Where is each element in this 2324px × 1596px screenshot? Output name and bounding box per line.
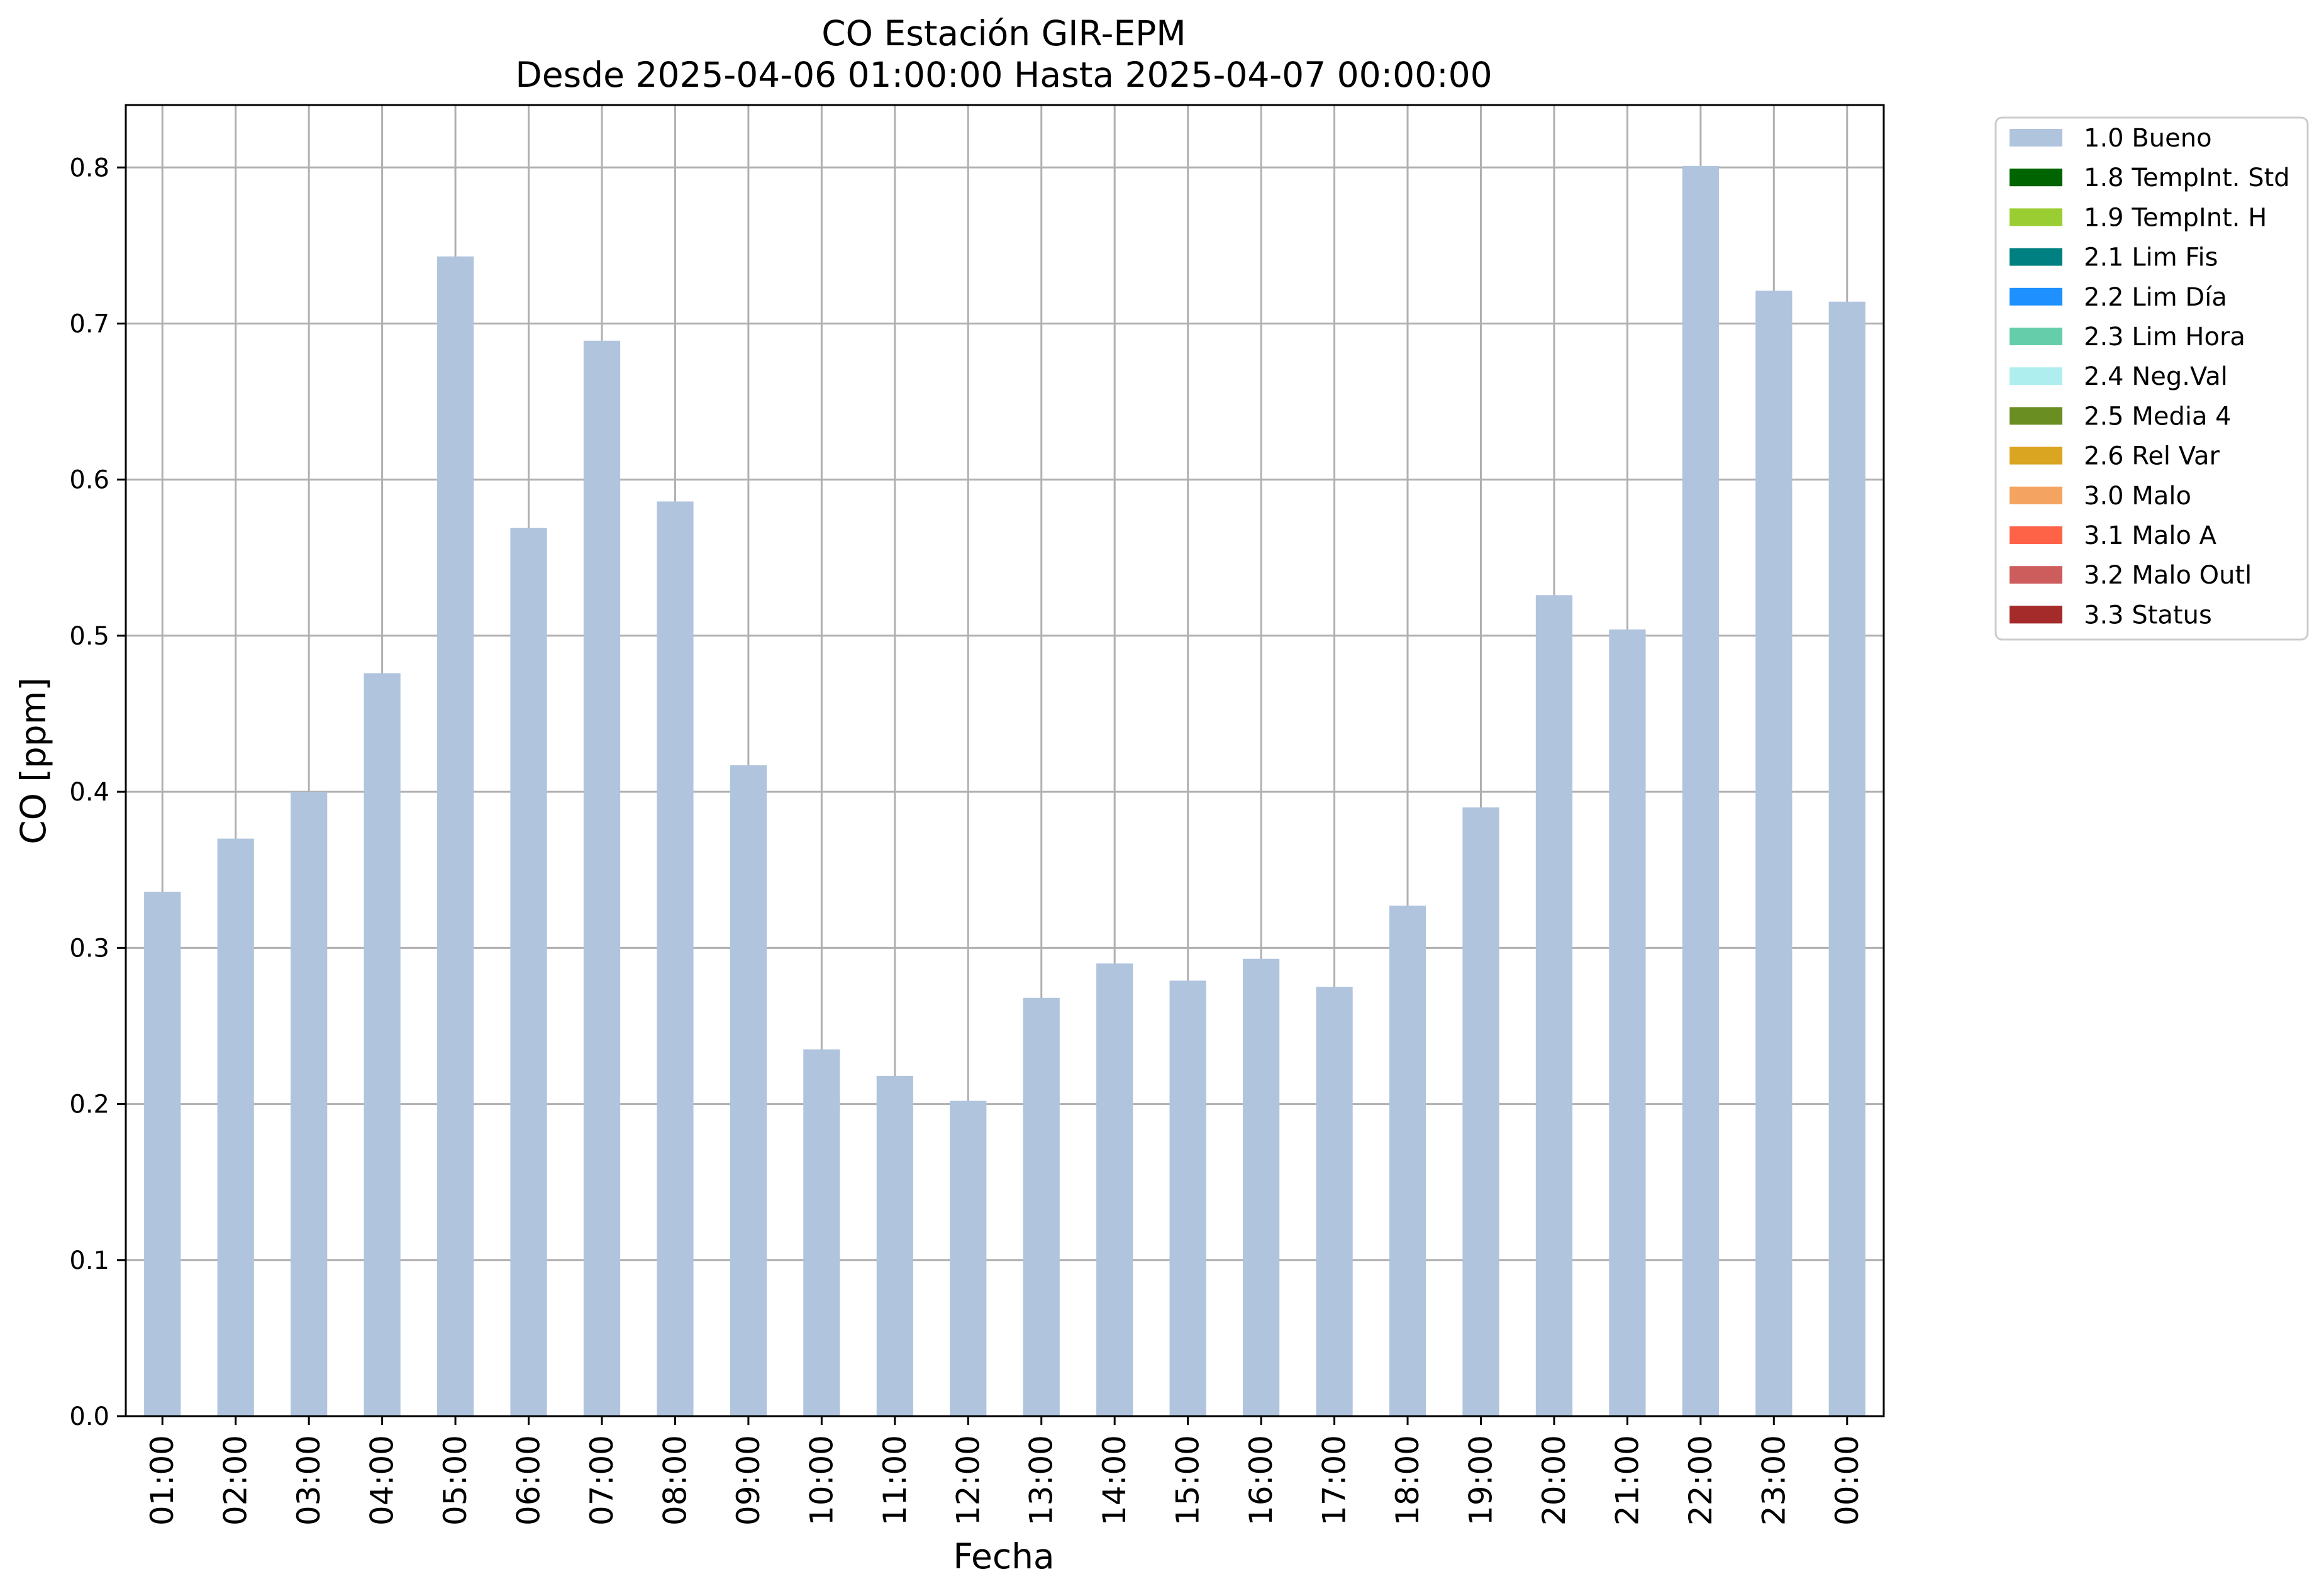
legend-swatch: [2010, 169, 2062, 187]
x-tick-label: 05:00: [437, 1435, 474, 1526]
bar: [1535, 595, 1573, 1417]
bar: [950, 1100, 987, 1416]
x-tick-label: 21:00: [1609, 1435, 1645, 1526]
bar: [1169, 980, 1206, 1416]
x-tick-label: 16:00: [1243, 1435, 1279, 1526]
y-axis-label: CO [ppm]: [13, 677, 53, 845]
bar: [1609, 629, 1646, 1416]
legend-label: 3.3 Status: [2084, 601, 2212, 629]
legend-label: 2.5 Media 4: [2084, 402, 2232, 431]
legend-swatch: [2010, 367, 2062, 385]
x-tick-label: 12:00: [950, 1435, 986, 1526]
legend-swatch: [2010, 208, 2062, 226]
legend-label: 3.0 Malo: [2084, 482, 2191, 511]
bar: [510, 528, 547, 1417]
legend-label: 2.1 Lim Fis: [2084, 243, 2218, 272]
legend-swatch: [2010, 606, 2062, 624]
y-tick-label: 0.1: [69, 1246, 109, 1275]
bar: [1462, 807, 1499, 1416]
legend-swatch: [2010, 446, 2062, 465]
legend-swatch: [2010, 486, 2062, 504]
bar: [583, 340, 621, 1416]
x-tick-label: 15:00: [1170, 1435, 1206, 1526]
x-axis-label: Fecha: [953, 1536, 1054, 1577]
legend-label: 3.1 Malo A: [2084, 521, 2217, 550]
y-tick-label: 0.2: [69, 1090, 109, 1119]
legend-label: 2.4 Neg.Val: [2084, 362, 2228, 391]
bar: [291, 792, 328, 1416]
bar: [657, 501, 694, 1416]
x-tick-label: 08:00: [657, 1435, 693, 1526]
bar: [364, 673, 401, 1416]
x-axis-ticks: 01:00 02:00 03:00 04:00 05:00 06:00 07:00 08:00…: [144, 1416, 1865, 1526]
bar: [1316, 987, 1353, 1416]
bar: [876, 1075, 913, 1416]
x-tick-label: 06:00: [511, 1435, 547, 1526]
x-tick-label: 13:00: [1023, 1435, 1060, 1526]
plot-frame: [125, 104, 1885, 1417]
y-tick-label: 0.7: [69, 310, 109, 339]
bar-layer: [144, 165, 1865, 1417]
x-tick-label: 09:00: [730, 1435, 767, 1526]
x-tick-label: 18:00: [1389, 1435, 1426, 1526]
y-tick-label: 0.5: [69, 622, 109, 651]
legend-swatch: [2010, 287, 2062, 306]
legend-swatch: [2010, 407, 2062, 425]
x-tick-label: 23:00: [1755, 1435, 1792, 1526]
y-tick-label: 0.8: [69, 153, 109, 182]
bar: [436, 256, 474, 1417]
legend-swatch: [2010, 129, 2062, 147]
x-tick-label: 17:00: [1316, 1435, 1353, 1526]
y-axis-ticks: 0.0 0.1 0.2 0.3 0.4 0.5 0.6 0.7 0.8: [69, 153, 126, 1431]
y-tick-label: 0.0: [69, 1402, 109, 1431]
bar: [803, 1049, 840, 1416]
bar: [1755, 291, 1793, 1416]
legend-box: [1994, 116, 2309, 641]
x-tick-label: 03:00: [291, 1435, 327, 1526]
bar: [1242, 958, 1280, 1416]
chart-subtitle: Desde 2025-04-06 01:00:00 Hasta 2025-04-…: [515, 55, 1492, 95]
bar: [1389, 906, 1426, 1416]
x-tick-label: 04:00: [364, 1435, 401, 1526]
x-tick-label: 10:00: [803, 1435, 840, 1526]
legend-label: 1.0 Bueno: [2084, 124, 2212, 153]
x-tick-label: 00:00: [1829, 1435, 1865, 1526]
bar: [730, 765, 767, 1416]
legend: 1.0 Bueno 1.8 TempInt. Std 1.9 TempInt. H 2…: [1994, 116, 2309, 641]
legend-swatch: [2010, 328, 2062, 345]
legend-label: 1.9 TempInt. H: [2084, 203, 2267, 232]
x-tick-label: 02:00: [218, 1435, 254, 1526]
legend-label: 3.2 Malo Outl: [2084, 561, 2252, 590]
x-tick-label: 07:00: [584, 1435, 620, 1526]
y-tick-label: 0.6: [69, 466, 109, 495]
bar: [144, 892, 181, 1416]
x-tick-label: 14:00: [1096, 1435, 1133, 1526]
legend-swatch: [2010, 248, 2062, 266]
legend-swatch: [2010, 526, 2062, 544]
legend-label: 1.8 TempInt. Std: [2084, 163, 2290, 192]
bar: [1828, 301, 1865, 1416]
y-tick-label: 0.4: [69, 778, 109, 807]
legend-swatch: [2010, 566, 2062, 584]
x-tick-label: 22:00: [1682, 1435, 1719, 1526]
chart-title: CO Estación GIR-EPM: [821, 13, 1186, 53]
legend-label: 2.6 Rel Var: [2084, 442, 2220, 471]
x-tick-label: 11:00: [877, 1435, 913, 1526]
bar: [1682, 165, 1719, 1416]
legend-label: 2.3 Lim Hora: [2084, 323, 2245, 352]
x-tick-label: 20:00: [1536, 1435, 1572, 1526]
bar: [1023, 997, 1060, 1416]
y-tick-label: 0.3: [69, 934, 109, 963]
x-tick-label: 19:00: [1462, 1435, 1499, 1526]
x-tick-label: 01:00: [144, 1435, 181, 1526]
bar: [217, 838, 254, 1416]
legend-label: 2.2 Lim Día: [2084, 283, 2227, 312]
bar: [1096, 963, 1133, 1416]
